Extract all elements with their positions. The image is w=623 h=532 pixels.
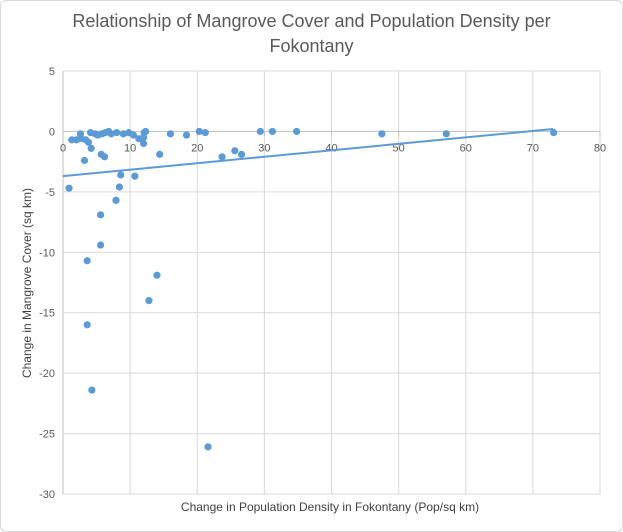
x-tick-label: 20: [191, 142, 203, 154]
data-point: [256, 127, 264, 136]
data-point: [80, 156, 89, 165]
x-tick-label: 50: [393, 142, 405, 154]
y-tick-label: 5: [49, 66, 55, 78]
data-point: [112, 196, 120, 204]
y-tick-label: -5: [45, 187, 55, 199]
x-tick-label: 80: [594, 142, 606, 154]
data-point: [88, 386, 96, 394]
data-point: [442, 130, 450, 138]
data-points: [65, 127, 558, 451]
data-point: [65, 184, 73, 192]
y-tick-label: -30: [39, 489, 55, 501]
data-point: [237, 150, 246, 158]
data-point: [83, 321, 91, 329]
data-point: [156, 150, 164, 158]
y-tick-label: 0: [49, 126, 55, 138]
data-point: [231, 147, 239, 155]
data-point: [201, 129, 209, 137]
axes: [62, 71, 601, 494]
data-point: [96, 211, 105, 219]
data-point: [195, 127, 203, 136]
data-point: [145, 297, 153, 305]
data-point: [119, 130, 128, 138]
gridlines: [63, 70, 601, 495]
x-tick-label: 60: [460, 142, 472, 154]
data-point: [218, 153, 226, 161]
data-point: [141, 127, 150, 136]
y-tick-label: -25: [39, 429, 55, 441]
trendline-layer: [62, 128, 554, 178]
data-point: [117, 171, 125, 179]
y-tick-label: -15: [39, 308, 55, 320]
x-tick-label: 0: [60, 142, 66, 154]
x-axis-title: Change in Population Density in Fokontan…: [180, 500, 480, 514]
x-tick-label: 70: [527, 142, 539, 154]
data-point: [113, 129, 121, 137]
data-point: [139, 139, 148, 148]
x-tick-label: 30: [258, 142, 270, 154]
y-tick-label: -20: [39, 368, 55, 380]
x-tick-label: 40: [325, 142, 337, 154]
y-tick-label: -10: [39, 247, 55, 259]
data-point: [268, 127, 277, 136]
data-point: [96, 241, 105, 249]
trendline: [62, 128, 554, 178]
data-point: [182, 131, 191, 139]
data-point: [83, 257, 91, 265]
data-point: [115, 183, 123, 191]
data-point: [153, 271, 161, 279]
data-point: [204, 443, 212, 451]
y-axis-title: Change in Mangrove Cover (sq km): [20, 187, 34, 379]
data-point: [101, 153, 109, 161]
data-point: [550, 129, 558, 137]
data-point: [107, 130, 115, 138]
chart-title: Relationship of Mangrove Cover and Popul…: [72, 11, 551, 56]
data-point: [129, 131, 138, 139]
data-point: [87, 144, 95, 152]
x-tick-label: 10: [124, 142, 136, 154]
data-point: [131, 172, 139, 180]
data-point: [292, 127, 301, 136]
data-point: [166, 130, 174, 138]
data-point: [84, 138, 93, 146]
data-point: [378, 130, 386, 138]
